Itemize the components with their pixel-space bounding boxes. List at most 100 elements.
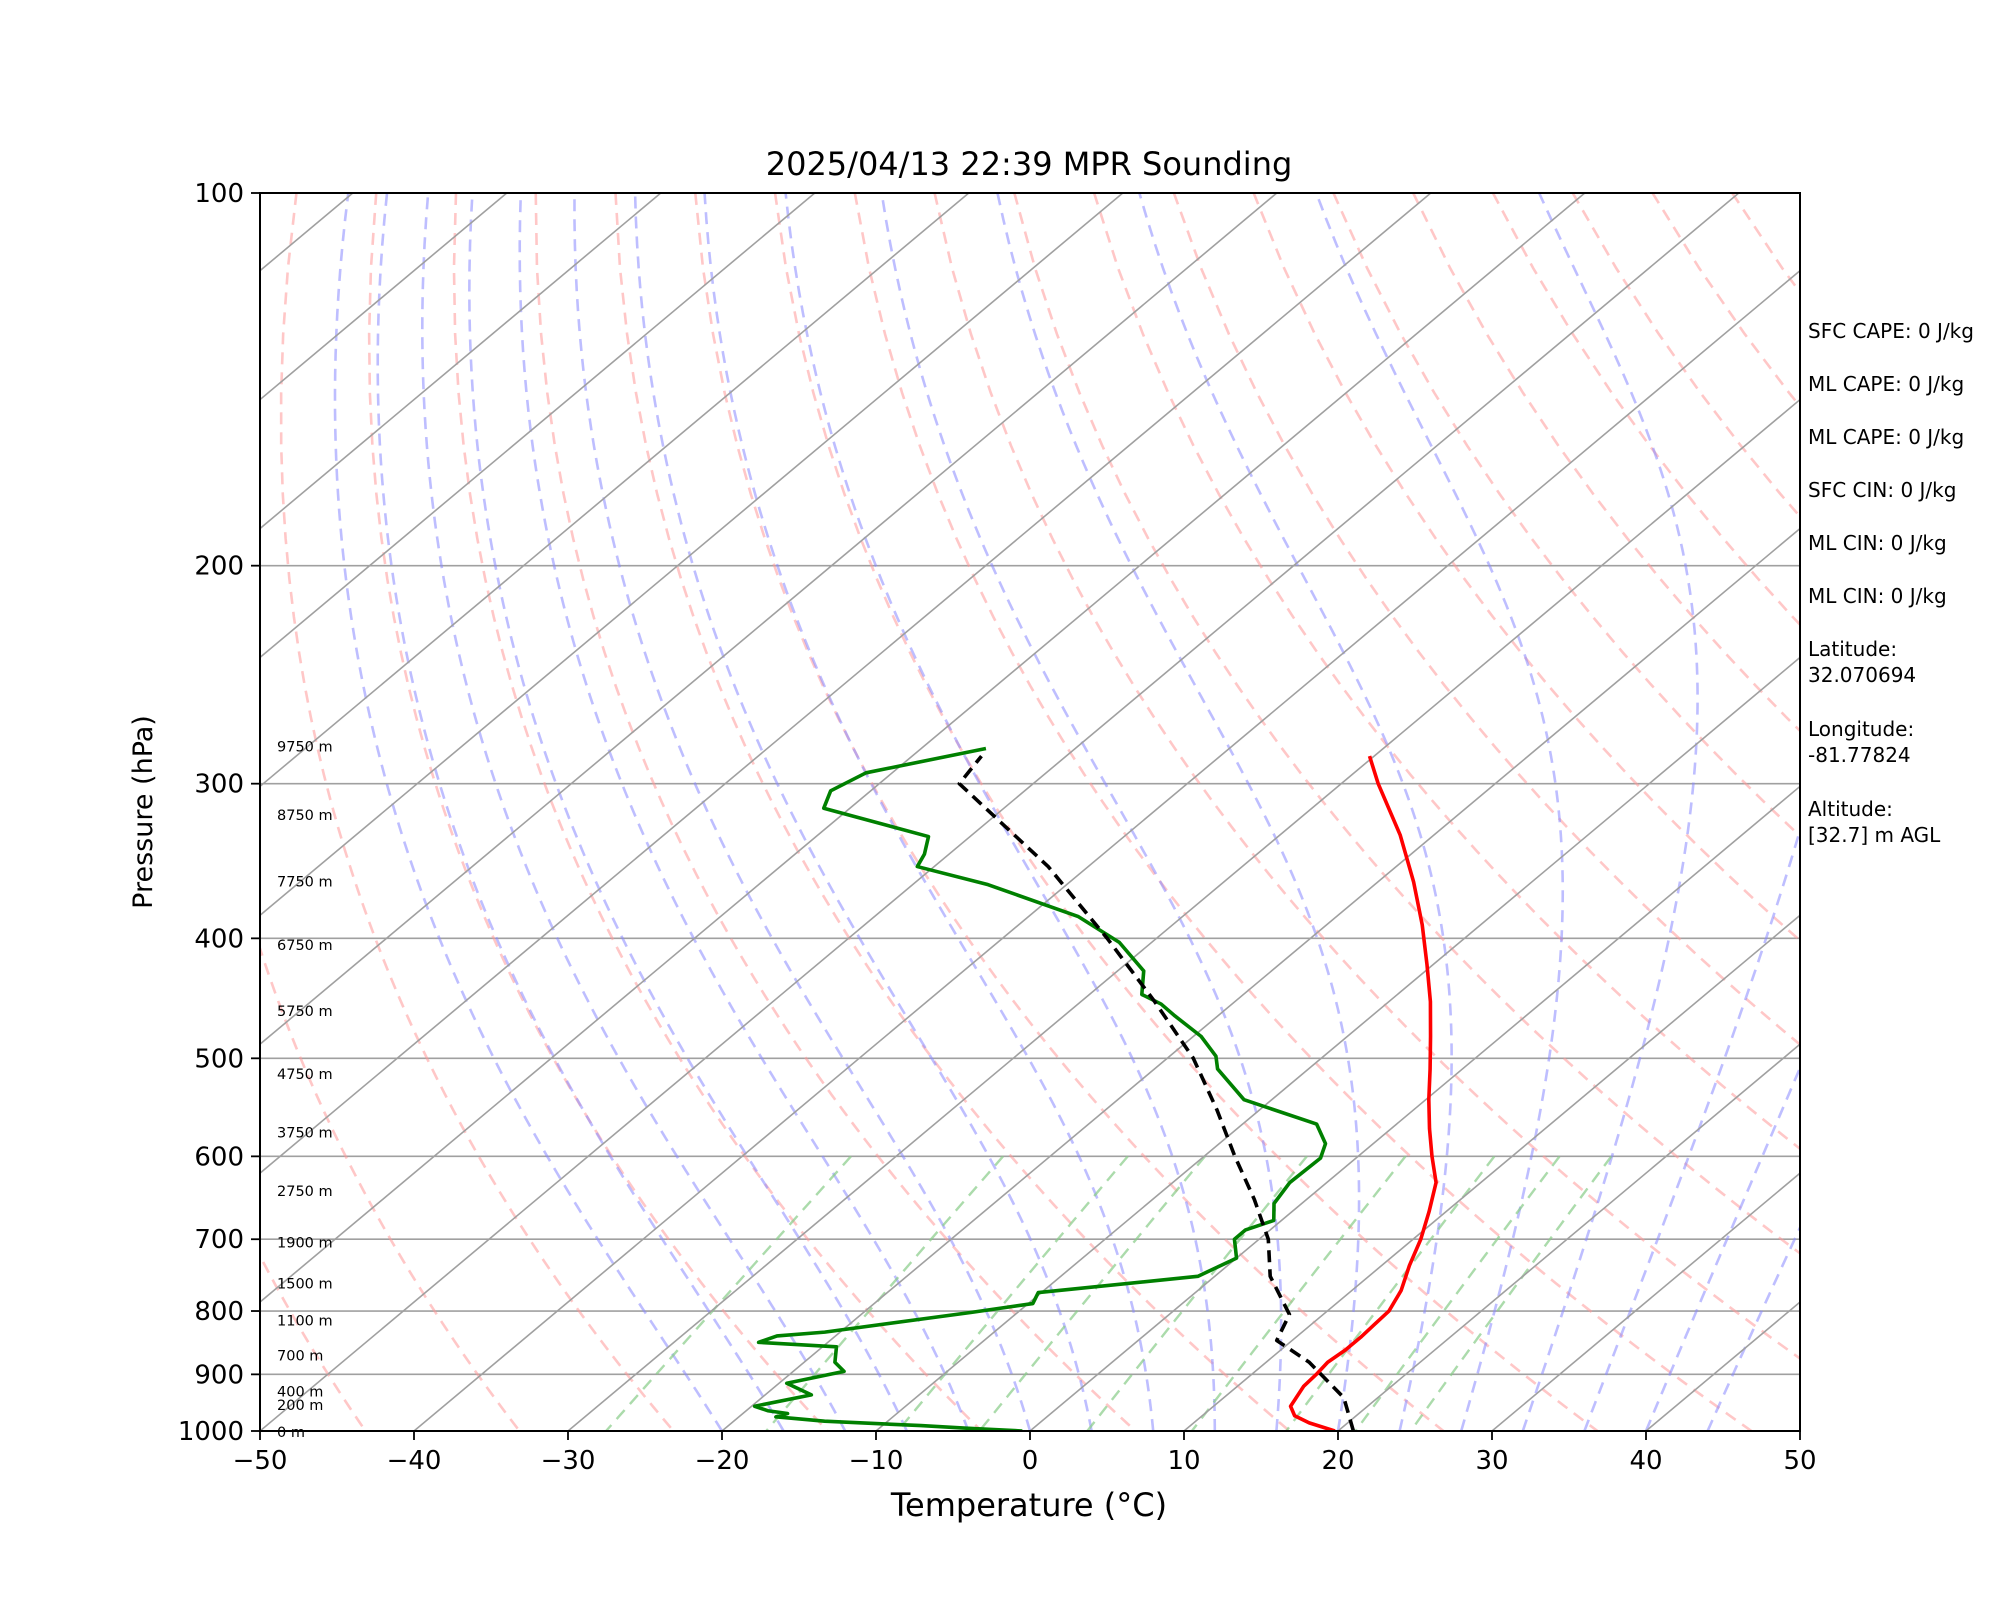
isotherm-line — [260, 193, 1278, 1046]
height-label: 9750 m — [277, 740, 333, 756]
sfc-cape-text: SFC CAPE: 0 J/kg — [1808, 319, 1974, 343]
latitude-value: 32.070694 — [1808, 663, 1917, 687]
x-tick-label: 30 — [1475, 1446, 1508, 1476]
dry-adiabat-line — [1332, 193, 1800, 838]
sfc-cin-text: SFC CIN: 0 J/kg — [1808, 478, 1957, 502]
dry-adiabat-line — [614, 193, 1291, 1431]
dewpoint-profile-line — [752, 746, 1328, 1431]
moist-adiabat-line — [333, 193, 724, 1431]
x-tick-label: −40 — [387, 1446, 442, 1476]
ml-cin-text: ML CIN: 0 J/kg — [1808, 531, 1947, 555]
isotherm-line — [260, 193, 1432, 1175]
isotherm-line — [1491, 1172, 1800, 1431]
isotherm-line — [260, 193, 816, 659]
height-label: 4750 m — [277, 1067, 333, 1083]
x-tick-label: 50 — [1783, 1446, 1816, 1476]
mixing-ratio-line — [978, 1155, 1206, 1431]
latitude-block: Latitude: 32.070694 — [1808, 636, 1998, 688]
x-tick-label: −50 — [233, 1446, 288, 1476]
isotherm-line — [260, 193, 1740, 1431]
mixing-ratio-line — [765, 1155, 1004, 1431]
isotherm-line — [260, 193, 970, 788]
parcel-profile-line — [957, 754, 1356, 1431]
sounding-info-panel: SFC CAPE: 0 J/kg ML CAPE: 0 J/kg ML CAPE… — [1808, 318, 1998, 876]
y-tick-label: 900 — [194, 1360, 244, 1390]
height-label: 1900 m — [277, 1235, 333, 1251]
moist-adiabat-line — [633, 193, 1093, 1431]
altitude-block: Altitude: [32.7] m AGL — [1808, 796, 1998, 848]
dry-adiabat-line — [260, 944, 521, 1431]
dry-adiabat-line — [1092, 193, 1800, 1151]
isotherm-line — [0, 193, 199, 1431]
x-tick-label: −20 — [695, 1446, 750, 1476]
x-tick-label: 10 — [1167, 1446, 1200, 1476]
mixing-ratio-line — [1086, 1155, 1308, 1431]
x-tick-label: 0 — [1022, 1446, 1039, 1476]
profile-lines — [752, 746, 1438, 1431]
isotherm-line — [260, 193, 1586, 1304]
chart-title: 2025/04/13 22:39 MPR Sounding — [766, 145, 1293, 183]
altitude-value: [32.7] m AGL — [1808, 823, 1941, 847]
mixing-ratio-line — [896, 1155, 1129, 1431]
height-label: 5750 m — [277, 1004, 333, 1020]
moist-adiabat-line — [376, 193, 785, 1431]
isotherm-line — [1029, 785, 1800, 1431]
x-tick-label: −10 — [849, 1446, 904, 1476]
dry-adiabat-line — [367, 193, 829, 1431]
y-tick-label: 400 — [194, 924, 244, 954]
height-label: 700 m — [277, 1349, 323, 1365]
plot-frame — [259, 192, 1801, 1432]
moist-adiabat-line — [1521, 193, 1699, 1431]
x-tick-label: 40 — [1629, 1446, 1662, 1476]
height-label: 1500 m — [277, 1276, 333, 1292]
altitude-label: Altitude: — [1808, 797, 1893, 821]
longitude-label: Longitude: — [1808, 717, 1915, 741]
y-tick-label: 600 — [194, 1142, 244, 1172]
height-labels: 9750 m 8750 m 7750 m 6750 m 5750 m 4750 m 3750… — [277, 740, 333, 1441]
x-tick-label: −30 — [541, 1446, 596, 1476]
mixing-ratio-line — [1285, 1155, 1496, 1431]
y-axis-ticks: 100 200 300 400 500 600 700 800 900 1000 — [178, 179, 260, 1447]
x-axis-ticks: −50 −40 −30 −20 −10 0 10 20 30 40 50 — [233, 1431, 1817, 1476]
isotherm-line — [260, 193, 662, 530]
isotherm-line — [1183, 914, 1800, 1431]
y-tick-label: 300 — [194, 770, 244, 800]
moist-adiabat-line — [784, 193, 1217, 1431]
height-label: 0 m — [277, 1425, 305, 1441]
y-tick-label: 200 — [194, 552, 244, 582]
moist-adiabat-line — [1138, 193, 1453, 1431]
mixing-ratio-line — [1190, 1155, 1407, 1431]
dry-adiabat-line — [1172, 193, 1800, 1047]
y-tick-label: 1000 — [178, 1417, 244, 1447]
temperature-profile-line — [1288, 755, 1438, 1431]
y-tick-label: 700 — [194, 1225, 244, 1255]
height-label: 3750 m — [277, 1126, 333, 1142]
moist-adiabat-line — [1644, 1064, 1800, 1431]
dry-adiabat-line — [933, 193, 1800, 1361]
moist-adiabat-line — [468, 193, 908, 1431]
isotherm-line — [260, 193, 1124, 917]
isotherm-line — [413, 269, 1800, 1431]
dry-adiabat-line — [279, 193, 675, 1431]
dry-adiabat-line — [1412, 193, 1800, 733]
background-lines — [0, 193, 1800, 1431]
height-label: 400 m — [277, 1384, 323, 1400]
isotherm-line — [721, 527, 1800, 1431]
height-label: 2750 m — [277, 1184, 333, 1200]
height-label: 6750 m — [277, 938, 333, 954]
moist-adiabat-line — [703, 193, 1155, 1431]
ml-cape-text-2: ML CAPE: 0 J/kg — [1808, 425, 1965, 449]
y-tick-label: 100 — [194, 179, 244, 209]
ml-cin-text-2: ML CIN: 0 J/kg — [1808, 584, 1947, 608]
x-axis-label: Temperature (°C) — [890, 1486, 1167, 1524]
moist-adiabat-line — [1315, 193, 1565, 1431]
moist-adiabat-line — [518, 193, 970, 1431]
moist-adiabat-line — [1583, 825, 1800, 1431]
height-label: 7750 m — [277, 875, 333, 891]
isotherm-line — [567, 398, 1800, 1431]
isotherm-line — [1337, 1043, 1800, 1431]
y-tick-label: 500 — [194, 1044, 244, 1074]
longitude-block: Longitude: -81.77824 — [1808, 716, 1998, 768]
dry-adiabat-line — [1013, 193, 1800, 1255]
y-axis-label: Pressure (hPa) — [128, 715, 159, 909]
